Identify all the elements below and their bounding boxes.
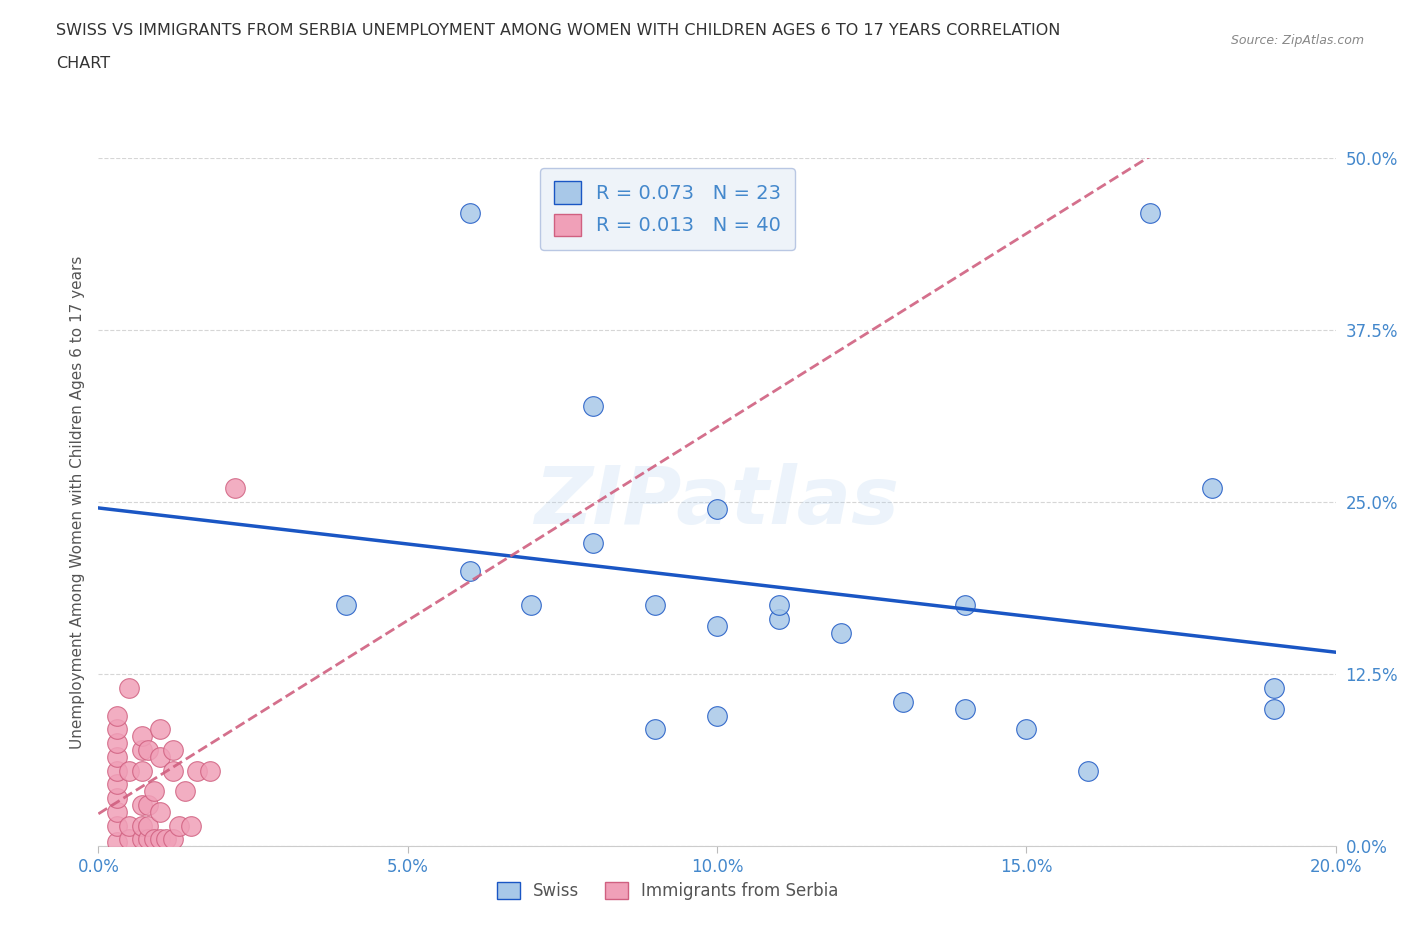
Point bbox=[105, 708, 128, 723]
Point bbox=[1201, 481, 1223, 496]
Point bbox=[162, 832, 184, 847]
Point bbox=[180, 818, 202, 833]
Point bbox=[149, 832, 172, 847]
Point bbox=[105, 722, 128, 737]
Point bbox=[706, 618, 728, 633]
Point bbox=[644, 598, 666, 613]
Point bbox=[136, 798, 159, 813]
Point bbox=[520, 598, 543, 613]
Point bbox=[131, 798, 153, 813]
Point bbox=[1139, 206, 1161, 220]
Point bbox=[105, 790, 128, 805]
Point bbox=[105, 750, 128, 764]
Legend: Swiss, Immigrants from Serbia: Swiss, Immigrants from Serbia bbox=[489, 875, 845, 907]
Point bbox=[1263, 681, 1285, 696]
Point bbox=[198, 764, 221, 778]
Point bbox=[1077, 764, 1099, 778]
Point bbox=[706, 501, 728, 516]
Point bbox=[105, 777, 128, 791]
Point bbox=[136, 818, 159, 833]
Point bbox=[644, 722, 666, 737]
Point bbox=[155, 832, 177, 847]
Point bbox=[131, 729, 153, 744]
Point bbox=[1015, 722, 1038, 737]
Point bbox=[136, 742, 159, 757]
Point bbox=[162, 742, 184, 757]
Point bbox=[131, 742, 153, 757]
Point bbox=[149, 750, 172, 764]
Point bbox=[768, 598, 790, 613]
Point bbox=[768, 612, 790, 627]
Point bbox=[143, 832, 166, 847]
Text: CHART: CHART bbox=[56, 56, 110, 71]
Point bbox=[131, 818, 153, 833]
Point bbox=[830, 626, 852, 641]
Point bbox=[118, 832, 141, 847]
Point bbox=[1263, 701, 1285, 716]
Point bbox=[167, 818, 190, 833]
Point bbox=[953, 701, 976, 716]
Text: Source: ZipAtlas.com: Source: ZipAtlas.com bbox=[1230, 34, 1364, 47]
Point bbox=[105, 804, 128, 819]
Point bbox=[186, 764, 208, 778]
Point bbox=[118, 818, 141, 833]
Point bbox=[136, 832, 159, 847]
Point bbox=[149, 804, 172, 819]
Point bbox=[953, 598, 976, 613]
Point bbox=[131, 832, 153, 847]
Point bbox=[131, 764, 153, 778]
Point bbox=[891, 695, 914, 710]
Point bbox=[582, 536, 605, 551]
Point bbox=[335, 598, 357, 613]
Point bbox=[105, 764, 128, 778]
Point bbox=[118, 764, 141, 778]
Point bbox=[162, 764, 184, 778]
Point bbox=[224, 481, 246, 496]
Text: ZIPatlas: ZIPatlas bbox=[534, 463, 900, 541]
Point bbox=[149, 722, 172, 737]
Point bbox=[143, 784, 166, 799]
Point bbox=[118, 681, 141, 696]
Point bbox=[174, 784, 197, 799]
Point bbox=[458, 564, 481, 578]
Text: SWISS VS IMMIGRANTS FROM SERBIA UNEMPLOYMENT AMONG WOMEN WITH CHILDREN AGES 6 TO: SWISS VS IMMIGRANTS FROM SERBIA UNEMPLOY… bbox=[56, 23, 1060, 38]
Point bbox=[105, 818, 128, 833]
Point bbox=[458, 206, 481, 220]
Point bbox=[105, 835, 128, 850]
Y-axis label: Unemployment Among Women with Children Ages 6 to 17 years: Unemployment Among Women with Children A… bbox=[69, 256, 84, 749]
Point bbox=[582, 398, 605, 413]
Point bbox=[706, 708, 728, 723]
Point bbox=[105, 736, 128, 751]
